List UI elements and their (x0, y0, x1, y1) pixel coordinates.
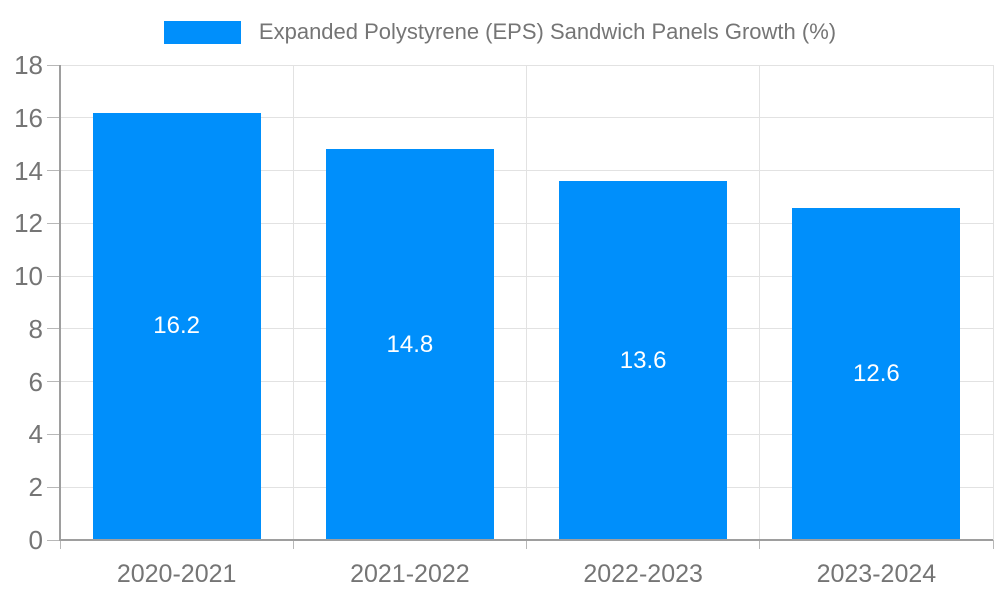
y-axis-tick (47, 486, 60, 488)
y-axis-tick (47, 117, 60, 119)
y-tick-label: 12 (14, 208, 43, 239)
y-axis-tick (47, 64, 60, 66)
v-gridline (526, 65, 527, 540)
legend: Expanded Polystyrene (EPS) Sandwich Pane… (0, 19, 1000, 45)
v-gridline (292, 65, 294, 540)
y-tick-label: 18 (14, 50, 43, 80)
x-axis-tick (759, 540, 761, 549)
x-axis-tick (526, 540, 527, 549)
y-axis-tick (47, 222, 60, 224)
bar-value-label: 16.2 (153, 312, 200, 340)
x-tick-label: 2021-2022 (350, 560, 470, 588)
y-tick-label: 0 (28, 525, 43, 555)
bar-value-label: 12.6 (853, 359, 900, 387)
x-tick-label: 2022-2023 (583, 560, 703, 588)
y-axis-tick (47, 381, 60, 383)
y-tick-label: 6 (28, 366, 43, 397)
x-tick-label: 2020-2021 (116, 560, 237, 588)
bar-2023-2024 (792, 207, 961, 540)
x-tick-label: 2023-2024 (816, 560, 937, 588)
bar-2021-2022 (325, 149, 494, 540)
y-axis-tick (47, 170, 60, 172)
y-tick-label: 16 (14, 102, 43, 133)
y-tick-label: 8 (28, 313, 43, 344)
y-axis-tick (47, 275, 60, 277)
y-tick-label: 2 (28, 472, 43, 503)
x-axis-tick (292, 540, 294, 549)
y-axis-tick (47, 433, 60, 435)
v-gridline (992, 65, 994, 540)
y-axis-line (59, 65, 61, 540)
plot-area: 0 2 4 6 8 10 12 14 16 18 16.2 2020-2021 14.8 2021-202… (14, 52, 994, 587)
x-axis-tick (59, 540, 61, 549)
bar-2020-2021 (92, 112, 261, 540)
y-axis-tick (47, 539, 60, 541)
legend-swatch-icon (163, 20, 241, 44)
bar-2022-2023 (559, 181, 728, 540)
y-tick-label: 4 (28, 419, 43, 450)
y-tick-label: 10 (14, 261, 43, 292)
bar-value-label: 14.8 (386, 330, 434, 358)
x-axis-tick (992, 540, 994, 549)
y-tick-label: 14 (14, 155, 43, 186)
x-axis-line (59, 539, 993, 541)
bar-value-label: 13.6 (619, 346, 667, 374)
v-gridline (759, 65, 761, 540)
legend-label: Expanded Polystyrene (EPS) Sandwich Pane… (258, 19, 837, 44)
y-axis-tick (47, 328, 60, 330)
